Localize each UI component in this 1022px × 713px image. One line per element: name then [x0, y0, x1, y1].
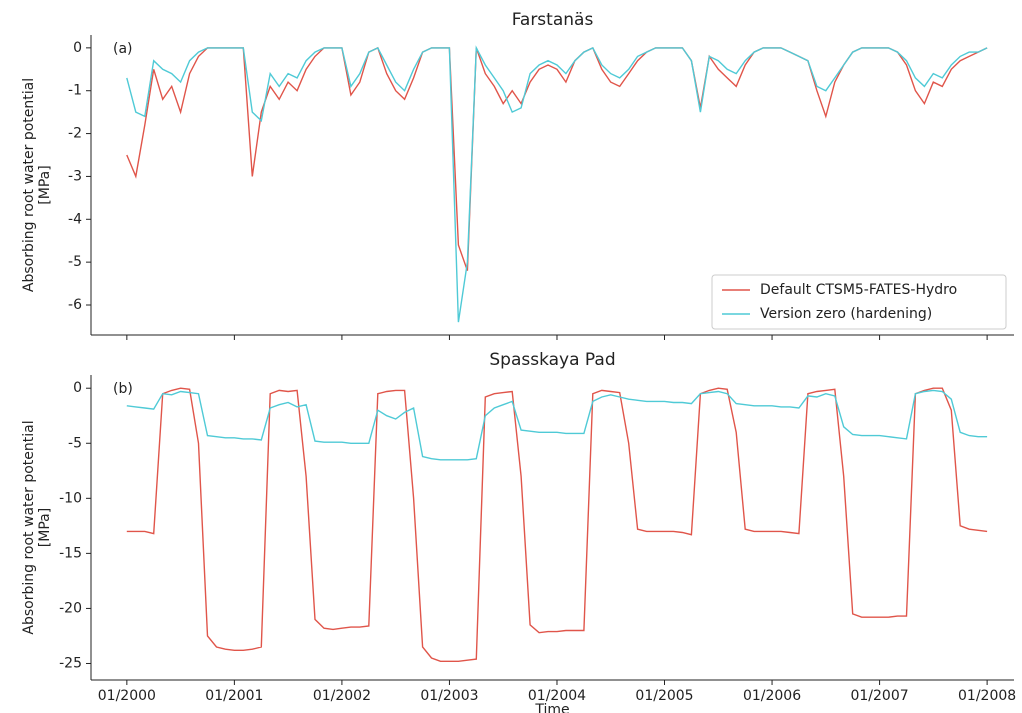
chart-title: Farstanäs [512, 10, 594, 30]
x-tick-label: 01/2002 [313, 688, 371, 704]
data-line [126, 387, 988, 662]
x-tick-label: 01/2006 [743, 688, 801, 704]
y-tick-label: -20 [59, 600, 82, 616]
y-tick-label: -25 [59, 655, 82, 671]
x-tick-label: 01/2001 [205, 688, 263, 704]
y-axis-label-line: [MPa] [37, 508, 53, 547]
legend-box [711, 274, 1007, 330]
y-tick-label: -4 [68, 211, 82, 227]
y-tick-label: -2 [68, 126, 82, 142]
y-tick-label: 0 [73, 380, 82, 396]
y-tick-label: -1 [68, 83, 82, 99]
y-tick-label: -5 [68, 435, 82, 451]
x-tick-label: 01/2004 [528, 688, 586, 704]
panel-label: (a) [113, 41, 133, 57]
panel-label: (b) [113, 381, 133, 397]
data-line [126, 45, 988, 323]
x-tick-label: 01/2003 [420, 688, 478, 704]
legend-label: Default CTSM5-FATES-Hydro [760, 282, 957, 298]
data-line [126, 389, 988, 461]
y-tick-label: -15 [59, 545, 82, 561]
y-tick-label: -3 [68, 168, 82, 184]
chart-title: Spasskaya Pad [489, 350, 615, 370]
x-tick-label: 01/2007 [850, 688, 908, 704]
y-axis-label: Absorbing root water potential[MPa] [21, 420, 53, 634]
y-tick-label: -6 [68, 297, 82, 313]
x-axis-label: Time [534, 702, 569, 713]
legend-label: Version zero (hardening) [760, 306, 932, 322]
y-axis-label-line: Absorbing root water potential [21, 420, 37, 634]
x-tick-label: 01/2000 [98, 688, 156, 704]
y-axis-label-line: [MPa] [37, 165, 53, 204]
data-line [126, 46, 988, 271]
y-axis-label: Absorbing root water potential[MPa] [21, 78, 53, 292]
y-axis-label-line: Absorbing root water potential [21, 78, 37, 292]
y-tick-label: -10 [59, 490, 82, 506]
x-tick-label: 01/2008 [958, 688, 1016, 704]
y-tick-label: -5 [68, 254, 82, 270]
x-tick-label: 01/2005 [635, 688, 693, 704]
y-tick-label: 0 [73, 40, 82, 56]
